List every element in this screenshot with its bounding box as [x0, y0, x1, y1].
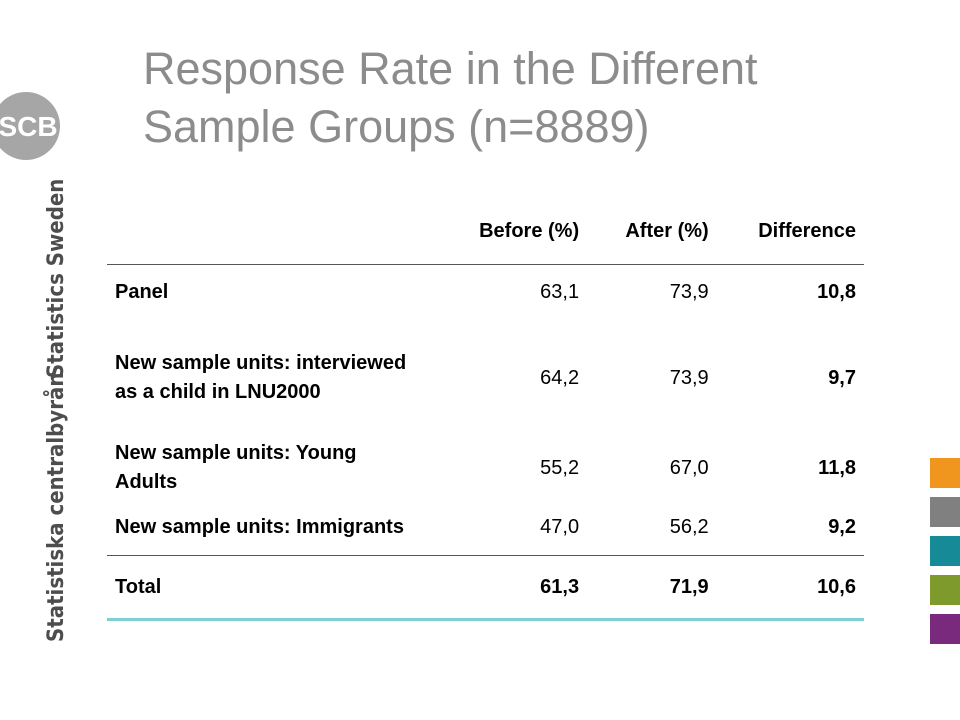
color-swatches: [930, 458, 960, 653]
before-value: 64,2: [540, 366, 580, 389]
gray-swatch: [930, 497, 960, 527]
table-header-row: Before (%) After (%) Difference: [107, 198, 864, 265]
before-value: 61,3: [416, 555, 588, 621]
table-row: New sample units: Young Adults 55,2 67,0…: [107, 437, 864, 499]
scb-logo: SCB: [0, 92, 60, 160]
slide-title: Response Rate in the Different Sample Gr…: [143, 40, 903, 156]
response-rate-table: Before (%) After (%) Difference Panel 63…: [107, 198, 864, 621]
green-swatch: [930, 575, 960, 605]
row-label: New sample units: Immigrants: [115, 515, 404, 538]
after-value: 71,9: [587, 555, 717, 621]
difference-value: 10,6: [716, 555, 864, 621]
row-label: Panel: [115, 280, 169, 303]
teal-swatch: [930, 536, 960, 566]
table-row: New sample units: interviewed as a child…: [107, 319, 864, 437]
difference-value: 10,8: [817, 280, 856, 303]
difference-value: 9,7: [828, 366, 856, 389]
row-label: New sample units: Young Adults: [115, 442, 357, 493]
after-value: 73,9: [669, 366, 709, 389]
header-before: Before (%): [416, 198, 588, 265]
before-value: 63,1: [540, 280, 580, 303]
row-label: Total: [107, 555, 417, 621]
vertical-text-statistiska-centralbyran: Statistiska centralbyrån: [44, 372, 69, 642]
purple-swatch: [930, 614, 960, 644]
header-after: After (%): [587, 198, 717, 265]
after-value: 67,0: [669, 456, 709, 479]
logo-text: SCB: [0, 111, 58, 142]
header-difference: Difference: [716, 198, 864, 265]
difference-value: 9,2: [828, 515, 856, 538]
row-label: New sample units: interviewed as a child…: [115, 352, 407, 403]
header-empty: [107, 198, 417, 265]
before-value: 47,0: [540, 515, 580, 538]
difference-value: 11,8: [818, 456, 856, 479]
title-line-1: Response Rate in the Different: [143, 43, 758, 94]
before-value: 55,2: [540, 456, 580, 479]
after-value: 73,9: [669, 280, 709, 303]
table-row: New sample units: Immigrants 47,0 56,2 9…: [107, 499, 864, 556]
after-value: 56,2: [669, 515, 709, 538]
table-row: Panel 63,1 73,9 10,8: [107, 265, 864, 320]
orange-swatch: [930, 458, 960, 488]
title-line-2: Sample Groups (n=8889): [143, 101, 650, 152]
total-row: Total 61,3 71,9 10,6: [107, 555, 864, 621]
